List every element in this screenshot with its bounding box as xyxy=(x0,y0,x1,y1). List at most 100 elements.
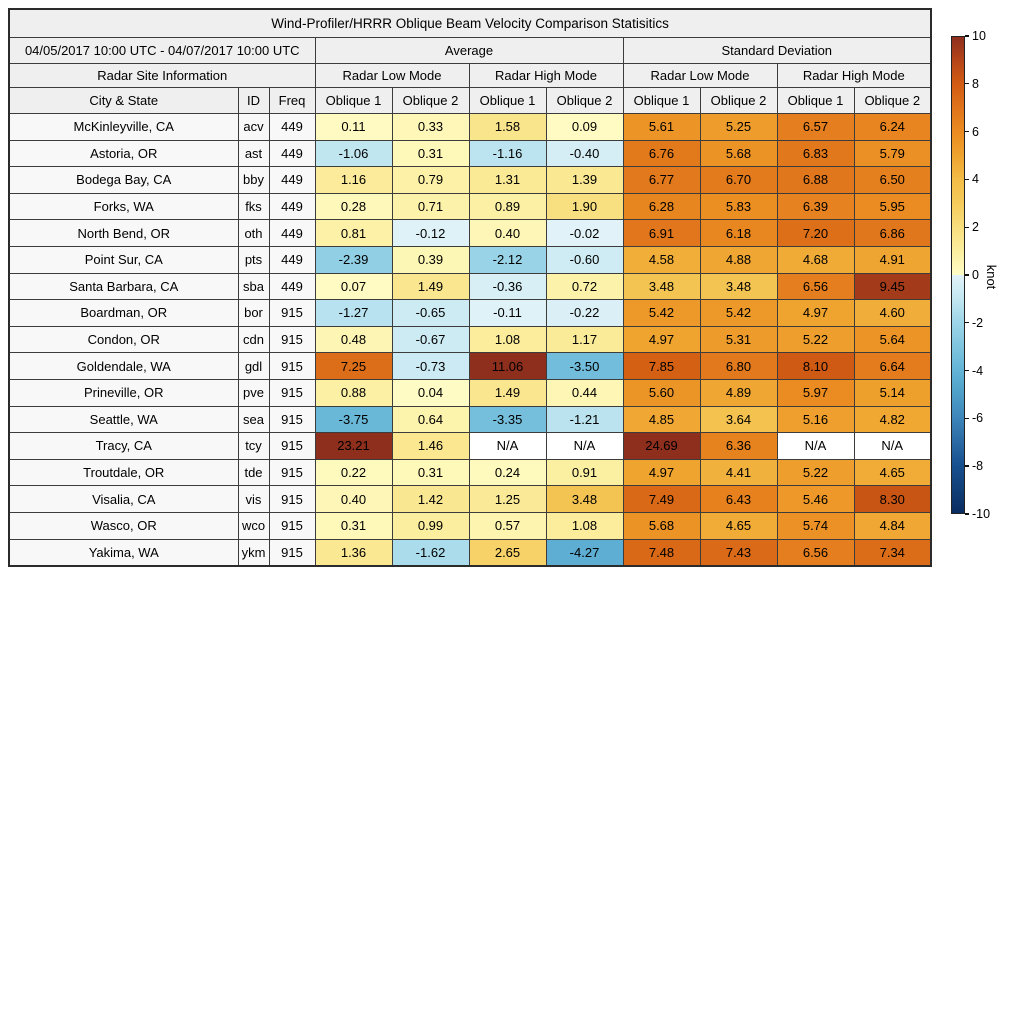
site-id-cell: tde xyxy=(237,458,270,487)
value-cell: N/A xyxy=(545,432,624,460)
header-oblique-3: Oblique 1 xyxy=(468,87,547,114)
value-cell: 7.34 xyxy=(853,538,932,567)
table-row: Astoria, OR ast 449 -1.06 0.31 -1.16 -0.40 6.76… xyxy=(8,139,932,168)
city-cell: Goldendale, WA xyxy=(8,352,239,380)
value-cell: N/A xyxy=(853,432,932,460)
value-cell: 5.14 xyxy=(853,378,932,407)
value-cell: 7.48 xyxy=(622,538,701,567)
value-cell: 5.25 xyxy=(699,113,778,141)
city-cell: Visalia, CA xyxy=(8,485,239,513)
value-cell: 6.64 xyxy=(853,352,932,380)
value-cell: 5.64 xyxy=(853,325,932,354)
value-cell: 4.68 xyxy=(776,245,855,274)
table-row: Condon, OR cdn 915 0.48 -0.67 1.08 1.17 4.97 5.3… xyxy=(8,325,932,354)
table-row: Tracy, CA tcy 915 23.21 1.46 N/A N/A 24.69 6.36 N… xyxy=(8,432,932,460)
value-cell: N/A xyxy=(776,432,855,460)
colorbar-tick xyxy=(965,178,969,181)
site-id-cell: vis xyxy=(237,485,270,513)
value-cell: -0.11 xyxy=(468,299,547,327)
value-cell: -2.12 xyxy=(468,245,547,274)
value-cell: 0.40 xyxy=(314,485,393,513)
value-cell: 1.08 xyxy=(545,511,624,540)
site-id-cell: pve xyxy=(237,378,270,407)
value-cell: 0.24 xyxy=(468,458,547,487)
colorbar-tick xyxy=(965,35,969,37)
header-oblique-7: Oblique 1 xyxy=(776,87,855,114)
value-cell: 6.88 xyxy=(776,166,855,194)
city-cell: Boardman, OR xyxy=(8,299,239,327)
group-header-row: 04/05/2017 10:00 UTC - 04/07/2017 10:00 … xyxy=(8,37,932,64)
colorbar-tick xyxy=(965,465,969,467)
freq-cell: 915 xyxy=(268,378,316,407)
table-row: Forks, WA fks 449 0.28 0.71 0.89 1.90 6.28 5.83 6… xyxy=(8,192,932,221)
value-cell: 0.07 xyxy=(314,272,393,301)
freq-cell: 449 xyxy=(268,166,316,194)
city-cell: North Bend, OR xyxy=(8,219,239,247)
value-cell: 4.65 xyxy=(853,458,932,487)
value-cell: 6.50 xyxy=(853,166,932,194)
value-cell: -2.39 xyxy=(314,245,393,274)
header-average: Average xyxy=(314,37,624,64)
value-cell: 0.31 xyxy=(314,511,393,540)
value-cell: 5.74 xyxy=(776,511,855,540)
site-id-cell: wco xyxy=(237,511,270,540)
value-cell: 5.83 xyxy=(699,192,778,221)
value-cell: 1.49 xyxy=(391,272,470,301)
colorbar-tick-label: -8 xyxy=(972,459,984,474)
value-cell: 1.16 xyxy=(314,166,393,194)
value-cell: 6.56 xyxy=(776,538,855,567)
value-cell: 0.31 xyxy=(391,139,470,168)
table-row: Point Sur, CA pts 449 -2.39 0.39 -2.12 -0.60 4.… xyxy=(8,245,932,274)
colorbar-tick-label: -6 xyxy=(972,411,984,426)
value-cell: 5.68 xyxy=(622,511,701,540)
value-cell: 5.79 xyxy=(853,139,932,168)
value-cell: 0.39 xyxy=(391,245,470,274)
date-range: 04/05/2017 10:00 UTC - 04/07/2017 10:00 … xyxy=(8,37,316,64)
colorbar-tick-label: 10 xyxy=(972,29,986,43)
value-cell: 0.44 xyxy=(545,378,624,407)
freq-cell: 915 xyxy=(268,352,316,380)
table-row: Goldendale, WA gdl 915 7.25 -0.73 11.06 -3.50 7… xyxy=(8,352,932,380)
colorbar-tick-label: 4 xyxy=(972,172,979,187)
header-std-low-mode: Radar Low Mode xyxy=(622,63,778,88)
header-oblique-1: Oblique 1 xyxy=(314,87,393,114)
value-cell: 0.33 xyxy=(391,113,470,141)
value-cell: -1.16 xyxy=(468,139,547,168)
value-cell: 0.40 xyxy=(468,219,547,247)
value-cell: 4.58 xyxy=(622,245,701,274)
value-cell: 5.95 xyxy=(853,192,932,221)
value-cell: 6.56 xyxy=(776,272,855,301)
value-cell: 4.60 xyxy=(853,299,932,327)
value-cell: 0.64 xyxy=(391,405,470,434)
city-cell: Prineville, OR xyxy=(8,378,239,407)
table-row: Seattle, WA sea 915 -3.75 0.64 -3.35 -1.21 4.85… xyxy=(8,405,932,434)
colorbar-tick-label: 8 xyxy=(972,76,979,91)
value-cell: 5.16 xyxy=(776,405,855,434)
colorbar-tick-label: -10 xyxy=(972,507,991,521)
value-cell: 1.31 xyxy=(468,166,547,194)
value-cell: -0.22 xyxy=(545,299,624,327)
freq-cell: 915 xyxy=(268,538,316,567)
table-row: Santa Barbara, CA sba 449 0.07 1.49 -0.36 0.72… xyxy=(8,272,932,301)
table-row: Boardman, OR bor 915 -1.27 -0.65 -0.11 -0.22 5.… xyxy=(8,299,932,327)
freq-cell: 915 xyxy=(268,458,316,487)
freq-cell: 449 xyxy=(268,113,316,141)
value-cell: -4.27 xyxy=(545,538,624,567)
value-cell: 4.85 xyxy=(622,405,701,434)
colorbar-tick xyxy=(965,226,969,228)
value-cell: 8.30 xyxy=(853,485,932,513)
colorbar-unit-label: knot xyxy=(984,264,999,290)
value-cell: 1.39 xyxy=(545,166,624,194)
table-row: McKinleyville, CA acv 449 0.11 0.33 1.58 0.09 5… xyxy=(8,113,932,141)
value-cell: 5.22 xyxy=(776,325,855,354)
value-cell: -0.40 xyxy=(545,139,624,168)
value-cell: 4.82 xyxy=(853,405,932,434)
site-id-cell: acv xyxy=(237,113,270,141)
value-cell: 0.31 xyxy=(391,458,470,487)
value-cell: -3.35 xyxy=(468,405,547,434)
table-body: McKinleyville, CA acv 449 0.11 0.33 1.58 0.09 5… xyxy=(8,113,932,567)
city-cell: Troutdale, OR xyxy=(8,458,239,487)
value-cell: 0.22 xyxy=(314,458,393,487)
freq-cell: 915 xyxy=(268,325,316,354)
value-cell: -3.50 xyxy=(545,352,624,380)
